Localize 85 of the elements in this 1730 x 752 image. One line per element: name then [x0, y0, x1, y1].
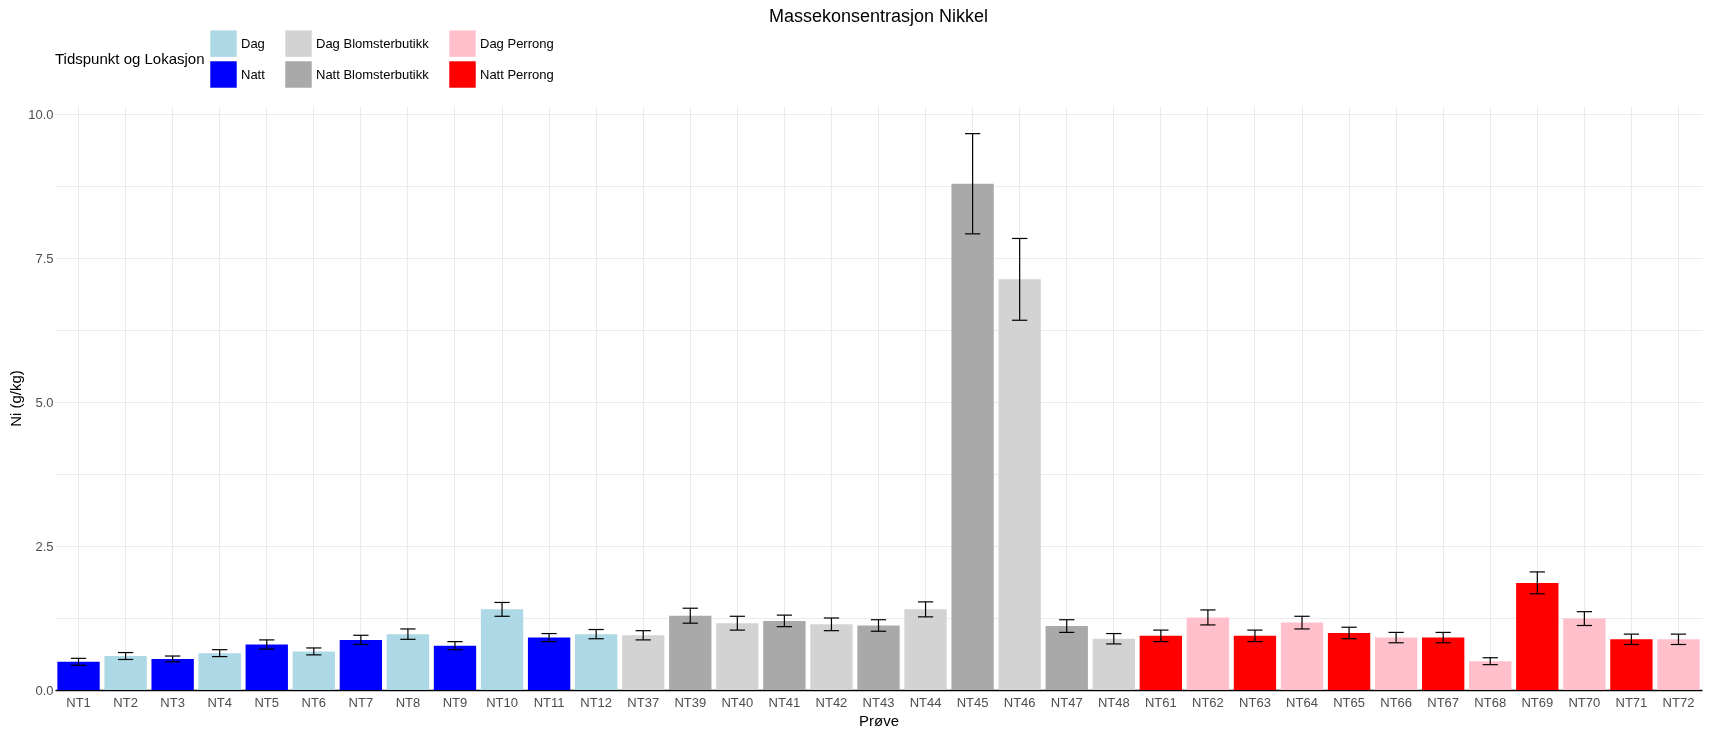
- x-tick-label: NT2: [113, 694, 138, 710]
- bar: [669, 615, 712, 690]
- bar: [292, 651, 335, 690]
- x-tick-label: NT3: [160, 694, 185, 710]
- bar: [1422, 637, 1465, 690]
- bar: [433, 645, 477, 690]
- x-tick-label: NT61: [1144, 694, 1177, 710]
- x-tick-label: NT39: [674, 694, 707, 710]
- bar: [527, 637, 571, 690]
- x-tick-label: NT69: [1521, 694, 1554, 710]
- y-axis-title: Ni (g/kg): [7, 370, 25, 427]
- x-tick-label: NT7: [348, 694, 374, 710]
- x-tick-label: NT8: [395, 694, 421, 710]
- x-tick-label: NT6: [301, 694, 327, 710]
- bar: [622, 635, 665, 690]
- x-tick-label: NT70: [1568, 694, 1601, 710]
- bar: [57, 661, 100, 690]
- x-tick-label: NT44: [909, 694, 942, 710]
- x-tick-label: NT72: [1662, 694, 1695, 710]
- x-tick-label: NT47: [1050, 694, 1083, 710]
- legend-label: Dag Perrong: [480, 35, 554, 51]
- legend-title: Tidspunkt og Lokasjon: [55, 50, 205, 67]
- bar: [810, 624, 853, 690]
- bar: [1469, 661, 1512, 690]
- x-tick-label: NT67: [1427, 694, 1460, 710]
- bar: [716, 623, 759, 690]
- y-tick-label: 7.5: [35, 250, 54, 266]
- bar: [339, 639, 383, 690]
- bar: [104, 656, 147, 690]
- legend-label: Dag: [241, 35, 265, 51]
- x-tick-label: NT10: [486, 694, 518, 710]
- bar: [998, 279, 1041, 690]
- bar: [1516, 582, 1559, 690]
- bar: [480, 609, 524, 690]
- bar: [857, 625, 900, 690]
- x-tick-label: NT12: [580, 694, 613, 710]
- bar: [245, 644, 288, 690]
- bar: [151, 658, 194, 690]
- legend-label: Natt: [241, 66, 266, 82]
- x-tick-label: NT45: [956, 694, 989, 710]
- x-tick-label: NT71: [1615, 694, 1648, 710]
- x-tick-label: NT5: [254, 694, 280, 710]
- bar: [1233, 635, 1277, 690]
- bar: [1139, 635, 1183, 690]
- x-tick-label: NT68: [1474, 694, 1507, 710]
- bar: [904, 609, 947, 690]
- x-tick-label: NT37: [627, 694, 660, 710]
- y-tick-label: 10.0: [28, 106, 54, 122]
- x-tick-label: NT62: [1192, 694, 1224, 710]
- x-tick-label: NT48: [1097, 694, 1130, 710]
- x-axis-title: Prøve: [858, 711, 900, 729]
- bar: [1374, 637, 1418, 690]
- x-tick-label: NT42: [815, 694, 848, 710]
- bar: [198, 653, 241, 690]
- x-tick-label: NT11: [533, 694, 565, 710]
- x-tick-label: NT9: [442, 694, 468, 710]
- bar: [1045, 626, 1088, 690]
- y-tick-label: 0.0: [35, 682, 54, 698]
- bar: [763, 620, 806, 690]
- bar: [1186, 617, 1230, 690]
- legend-label: Dag Blomsterbutikk: [316, 35, 430, 51]
- x-tick-label: NT66: [1380, 694, 1413, 710]
- bar: [951, 183, 994, 690]
- chart-title: Massekonsentrasjon Nikkel: [768, 6, 989, 26]
- bar: [386, 634, 430, 690]
- legend-label: Natt Blomsterbutikk: [316, 66, 430, 82]
- x-tick-label: NT41: [768, 694, 801, 710]
- x-tick-label: NT1: [66, 694, 91, 710]
- x-tick-label: NT43: [862, 694, 895, 710]
- bar: [1092, 638, 1135, 690]
- bar: [1563, 618, 1606, 690]
- x-tick-label: NT46: [1003, 694, 1036, 710]
- x-tick-label: NT65: [1333, 694, 1365, 710]
- bar: [1657, 639, 1700, 690]
- y-tick-label: 2.5: [35, 538, 54, 554]
- bar: [1327, 632, 1371, 690]
- bar: [1280, 622, 1324, 690]
- y-tick-label: 5.0: [35, 394, 54, 410]
- bar: [574, 634, 618, 690]
- x-tick-label: NT64: [1286, 694, 1318, 710]
- x-tick-label: NT4: [207, 694, 232, 710]
- x-tick-label: NT63: [1239, 694, 1271, 710]
- x-tick-label: NT40: [721, 694, 754, 710]
- bar: [1610, 639, 1653, 690]
- legend-label: Natt Perrong: [480, 66, 554, 82]
